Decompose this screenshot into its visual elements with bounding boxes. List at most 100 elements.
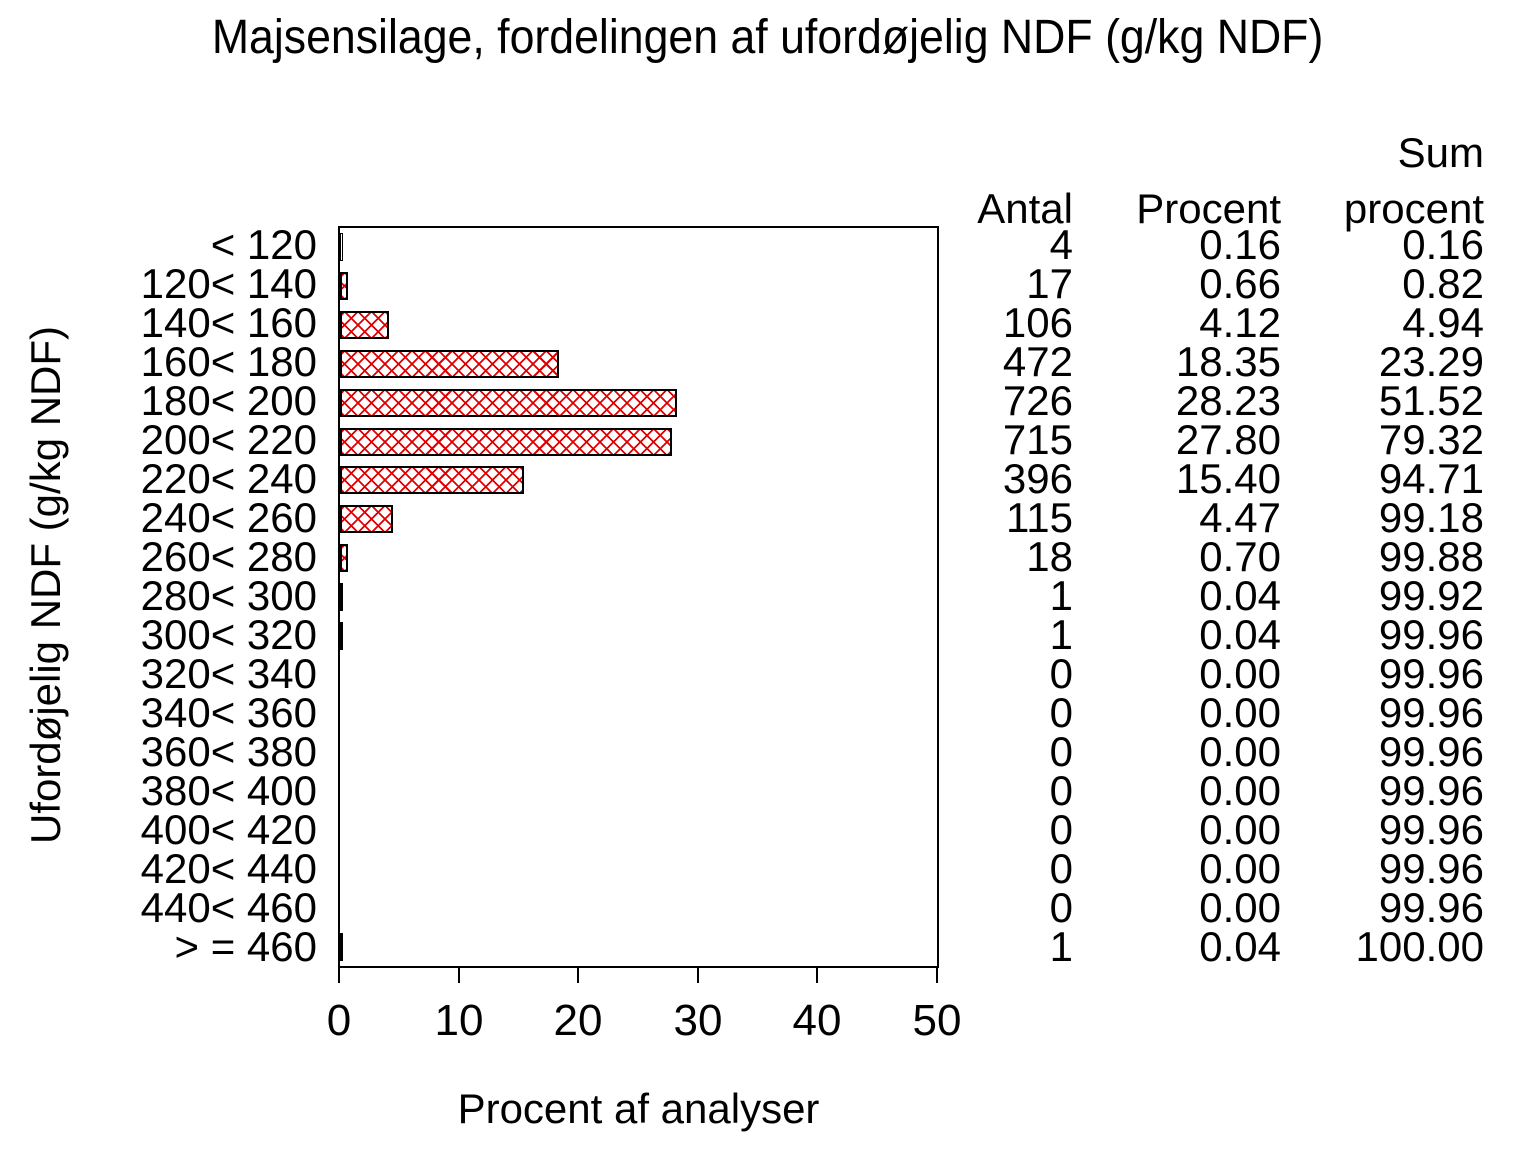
category-label: 160< 180 bbox=[140, 338, 317, 385]
antal-value: 0 bbox=[1049, 884, 1073, 931]
sum-procent-value: 99.96 bbox=[1378, 845, 1484, 892]
tick-label: 50 bbox=[912, 996, 962, 1045]
procent-value: 0.66 bbox=[1199, 260, 1281, 307]
sum-procent-value: 99.96 bbox=[1378, 767, 1484, 814]
procent-value: 0.00 bbox=[1199, 806, 1281, 853]
category-label: 200< 220 bbox=[140, 416, 317, 463]
category-label: 340< 360 bbox=[140, 689, 317, 736]
tick-label: 10 bbox=[434, 996, 484, 1045]
antal-value: 1 bbox=[1049, 923, 1073, 970]
tick-mark bbox=[338, 968, 340, 983]
sum-procent-value: 51.52 bbox=[1378, 377, 1484, 424]
category-label: 380< 400 bbox=[140, 767, 317, 814]
procent-value: 4.47 bbox=[1199, 494, 1281, 541]
antal-value: 0 bbox=[1049, 845, 1073, 892]
bar bbox=[340, 466, 524, 494]
sum-procent-value: 79.32 bbox=[1378, 416, 1484, 463]
bar bbox=[340, 272, 348, 300]
procent-value: 28.23 bbox=[1175, 377, 1281, 424]
sum-procent-value: 0.82 bbox=[1402, 260, 1484, 307]
tick-mark bbox=[816, 968, 818, 983]
category-label: 140< 160 bbox=[140, 299, 317, 346]
table-column-procent: 0.16 0.66 4.12 18.35 28.23 27.80 15.40 4… bbox=[1081, 224, 1281, 970]
sum-procent-value: 99.92 bbox=[1378, 572, 1484, 619]
antal-value: 0 bbox=[1049, 767, 1073, 814]
category-label: 420< 440 bbox=[140, 845, 317, 892]
category-label: 220< 240 bbox=[140, 455, 317, 502]
bar bbox=[340, 622, 343, 650]
category-label: 440< 460 bbox=[140, 884, 317, 931]
category-label: 280< 300 bbox=[140, 572, 317, 619]
antal-value: 472 bbox=[1002, 338, 1073, 385]
antal-value: 0 bbox=[1049, 728, 1073, 775]
procent-value: 0.00 bbox=[1199, 767, 1281, 814]
procent-value: 0.00 bbox=[1199, 845, 1281, 892]
bar bbox=[340, 428, 672, 456]
bar bbox=[340, 583, 343, 611]
antal-value: 1 bbox=[1049, 611, 1073, 658]
tick-label: 30 bbox=[673, 996, 723, 1045]
bar bbox=[340, 311, 389, 339]
procent-value: 0.00 bbox=[1199, 689, 1281, 736]
sum-procent-value: 94.71 bbox=[1378, 455, 1484, 502]
procent-value: 4.12 bbox=[1199, 299, 1281, 346]
antal-value: 17 bbox=[1026, 260, 1073, 307]
category-label: 180< 200 bbox=[140, 377, 317, 424]
chart-title: Majsensilage, fordelingen af ufordøjelig… bbox=[0, 10, 1536, 65]
procent-value: 0.04 bbox=[1199, 611, 1281, 658]
bar bbox=[340, 933, 343, 961]
category-label: 360< 380 bbox=[140, 728, 317, 775]
bar bbox=[340, 350, 559, 378]
tick-label: 20 bbox=[553, 996, 603, 1045]
bar bbox=[340, 389, 677, 417]
antal-value: 715 bbox=[1002, 416, 1073, 463]
sum-procent-value: 0.16 bbox=[1402, 221, 1484, 268]
x-axis-title: Procent af analyser bbox=[457, 1085, 820, 1132]
sum-procent-value: 99.96 bbox=[1378, 611, 1484, 658]
category-label: 400< 420 bbox=[140, 806, 317, 853]
antal-value: 0 bbox=[1049, 689, 1073, 736]
tick-mark bbox=[458, 968, 460, 983]
antal-value: 396 bbox=[1002, 455, 1073, 502]
tick-label: 40 bbox=[792, 996, 842, 1045]
category-label: 260< 280 bbox=[140, 533, 317, 580]
sum-procent-value: 99.96 bbox=[1378, 806, 1484, 853]
sum-procent-value: 99.88 bbox=[1378, 533, 1484, 580]
table-header-sum-line2: procent bbox=[1343, 185, 1484, 232]
procent-value: 0.70 bbox=[1199, 533, 1281, 580]
antal-value: 726 bbox=[1002, 377, 1073, 424]
table-column-sum-procent: 0.16 0.82 4.94 23.29 51.52 79.32 94.71 9… bbox=[1284, 221, 1484, 968]
tick-mark bbox=[577, 968, 579, 983]
sum-procent-value: 99.96 bbox=[1378, 884, 1484, 931]
antal-value: 0 bbox=[1049, 806, 1073, 853]
bar bbox=[340, 544, 348, 572]
sum-procent-value: 99.96 bbox=[1378, 689, 1484, 736]
plot-area bbox=[338, 226, 939, 968]
sum-procent-value: 4.94 bbox=[1402, 299, 1484, 346]
category-label: 120< 140 bbox=[140, 260, 317, 307]
antal-value: 1 bbox=[1049, 572, 1073, 619]
category-label: < 120 bbox=[210, 221, 317, 268]
tick-mark bbox=[936, 968, 938, 983]
procent-value: 15.40 bbox=[1175, 455, 1281, 502]
table-column-antal: 4 17 106 472 726 715 396 115 18 1 1 0 0 … bbox=[873, 221, 1073, 970]
category-label: 320< 340 bbox=[140, 650, 317, 697]
table-header-sum-line1: Sum bbox=[1397, 129, 1484, 176]
table-header-antal: Antal bbox=[977, 185, 1073, 232]
antal-value: 18 bbox=[1026, 533, 1073, 580]
procent-value: 0.00 bbox=[1199, 650, 1281, 697]
antal-value: 115 bbox=[1006, 494, 1073, 541]
bar bbox=[340, 505, 393, 533]
tick-label: 0 bbox=[326, 996, 352, 1045]
sum-procent-value: 99.18 bbox=[1378, 494, 1484, 541]
procent-value: 27.80 bbox=[1175, 416, 1281, 463]
bar bbox=[340, 233, 343, 261]
sum-procent-value: 99.96 bbox=[1378, 728, 1484, 775]
antal-value: 4 bbox=[1049, 221, 1073, 268]
category-label: > = 460 bbox=[174, 923, 317, 970]
procent-value: 0.04 bbox=[1199, 923, 1281, 970]
procent-value: 18.35 bbox=[1175, 338, 1281, 385]
category-label: 300< 320 bbox=[140, 611, 317, 658]
procent-value: 0.00 bbox=[1199, 728, 1281, 775]
